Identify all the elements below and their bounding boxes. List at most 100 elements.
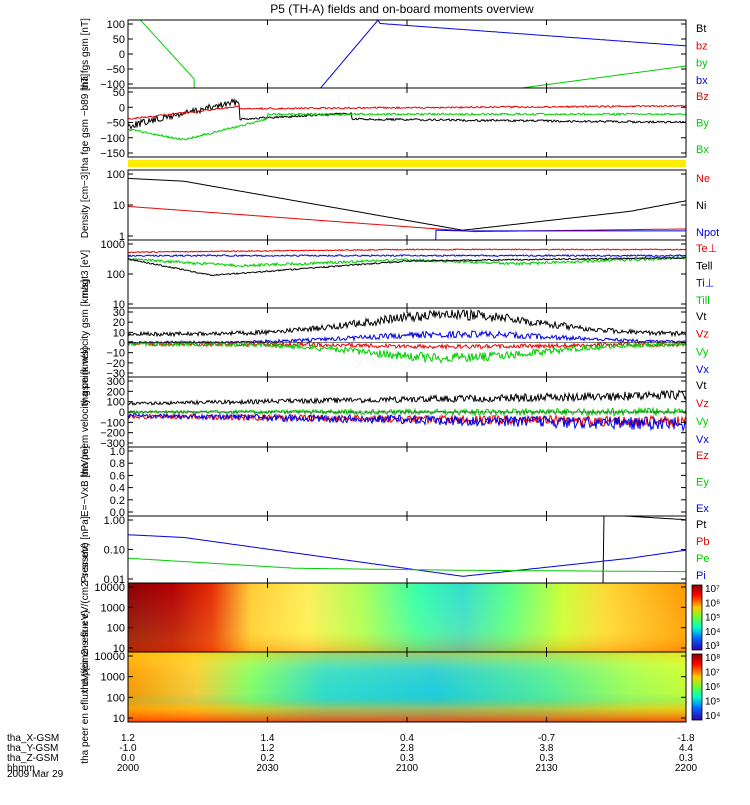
y-tick-label: 0.4 <box>110 483 125 495</box>
y-tick-label: 1000 <box>101 672 125 684</box>
legend-entry: Bt <box>696 23 706 35</box>
series-line <box>435 229 686 240</box>
y-tick-label: −20 <box>106 358 125 370</box>
y-axis-label: tha fge gsm −b89 [nT] <box>80 74 91 172</box>
y-tick-label: −150 <box>100 148 125 160</box>
legend-entry: Ey <box>696 477 709 489</box>
y-axis-label: Density [cm−3] <box>80 172 91 239</box>
legend-entry: Till <box>696 295 710 307</box>
legend-entry: Vt <box>696 311 706 323</box>
legend-entry: Vz <box>696 398 709 410</box>
electron-spectrogram-shade <box>128 652 686 722</box>
legend-entry: Ne <box>696 173 710 185</box>
x-axis-value: 2.8 <box>400 743 414 754</box>
y-axis-label: magt3 [eV] <box>80 250 91 299</box>
y-tick-label: 1000 <box>101 239 125 251</box>
series-line <box>128 104 686 120</box>
y-tick-label: −200 <box>100 428 125 440</box>
series-line <box>128 205 686 233</box>
y-tick-label: −100 <box>100 133 125 145</box>
legend-entry: Ni <box>696 200 706 212</box>
y-tick-label: 0.0 <box>110 507 125 519</box>
y-tick-label: 1.0 <box>110 446 125 458</box>
plot-title: P5 (TH-A) fields and on-board moments ov… <box>270 2 534 16</box>
x-axis-value: 0.0 <box>121 753 135 764</box>
panel-2: 50 0 −50 −100 −150 tha fge gsm −b89 [nT] Bz By B… <box>80 74 709 172</box>
colorbar-tick-label: 10³ <box>705 641 720 652</box>
y-tick-label: 100 <box>107 269 125 281</box>
y-tick-label: 100 <box>107 19 125 31</box>
series-line <box>128 534 686 577</box>
legend-entry: Vx <box>696 434 709 446</box>
y-tick-label: 0.8 <box>110 458 125 470</box>
y-tick-label: 300 <box>107 376 125 388</box>
series-line <box>128 557 686 573</box>
panel-9: 10⁷ 10⁶ 10⁵ 10⁴ 10³ 10000 1000 100 10 tha peir en… <box>80 542 720 692</box>
y-tick-label: 30 <box>113 307 125 319</box>
x-axis-value: 1.4 <box>261 733 275 744</box>
y-tick-label: 0.10 <box>104 545 125 557</box>
y-tick-label: −100 <box>100 79 125 91</box>
series-line <box>128 255 686 268</box>
y-tick-label: 100 <box>107 623 125 635</box>
x-axis-row-label: tha_Z-GSM <box>7 753 59 764</box>
series-line <box>128 112 686 141</box>
y-axis-label: tha peim velocity gsm [km/s] <box>80 279 91 405</box>
y-tick-label: −10 <box>106 348 125 360</box>
legend-entry: Te⊥ <box>696 243 717 255</box>
y-tick-label: 1.00 <box>104 515 125 527</box>
colorbar-tick-label: 10⁵ <box>705 613 720 624</box>
y-tick-label: 50 <box>113 87 125 99</box>
y-tick-label: −50 <box>106 64 125 76</box>
panel-frame <box>127 87 687 158</box>
panel-8: 1.00 0.10 0.01 Pressure [nPa] Pt Pb Pe Pi <box>80 515 709 586</box>
x-axis-value: 0.3 <box>540 753 554 764</box>
colorbar-tick-label: 10⁶ <box>705 598 720 609</box>
x-axis-value: 0.4 <box>400 733 414 744</box>
y-tick-label: 1 <box>119 231 125 243</box>
y-tick-label: 0.2 <box>110 495 125 507</box>
series-line <box>128 308 686 338</box>
plot-date: 2009 Mar 29 <box>7 769 64 780</box>
panel-frame <box>127 239 687 309</box>
panel-frame <box>127 446 687 517</box>
y-tick-label: 0 <box>119 407 125 419</box>
legend-entry: Vy <box>696 346 709 358</box>
y-tick-label: 20 <box>113 317 125 329</box>
legend-entry: Vt <box>696 380 706 392</box>
legend-entry: Vx <box>696 364 709 376</box>
y-tick-label: 10 <box>113 327 125 339</box>
y-tick-label: 10 <box>113 643 125 655</box>
y-tick-label: 0.01 <box>104 574 125 586</box>
y-tick-label: 200 <box>107 386 125 398</box>
y-tick-label: −30 <box>106 368 125 380</box>
y-tick-label: 0 <box>119 102 125 114</box>
status-bar <box>128 160 686 167</box>
y-tick-label: 1000 <box>101 602 125 614</box>
legend-entry: Npot <box>696 227 719 239</box>
colorbar-tick-label: 10⁷ <box>705 668 720 679</box>
series-line <box>128 177 686 231</box>
legend-entry: Ex <box>696 503 709 515</box>
y-axis-label: Pressure [nPa] <box>80 516 91 582</box>
series-line <box>128 412 686 433</box>
colorbar-tick-label: 10⁶ <box>705 682 720 693</box>
colorbar <box>691 653 703 721</box>
x-axis-value: 3.8 <box>540 743 554 754</box>
x-axis-value: 0.3 <box>400 753 414 764</box>
x-axis-row-label: tha_Y-GSM <box>7 743 58 754</box>
y-axis-label: tha peem velocity gsm [km/s] <box>80 347 91 476</box>
x-axis-row-label: hhmm <box>7 763 35 774</box>
y-tick-label: 10000 <box>94 651 125 663</box>
x-axis-value: 2000 <box>117 763 140 774</box>
x-axis-value: 0.2 <box>261 753 275 764</box>
legend-entry: Pb <box>696 536 709 548</box>
series-line <box>319 20 686 88</box>
y-tick-label: 10 <box>113 299 125 311</box>
x-axis-value: 1.2 <box>121 733 135 744</box>
legend-entry: Bx <box>696 144 709 156</box>
